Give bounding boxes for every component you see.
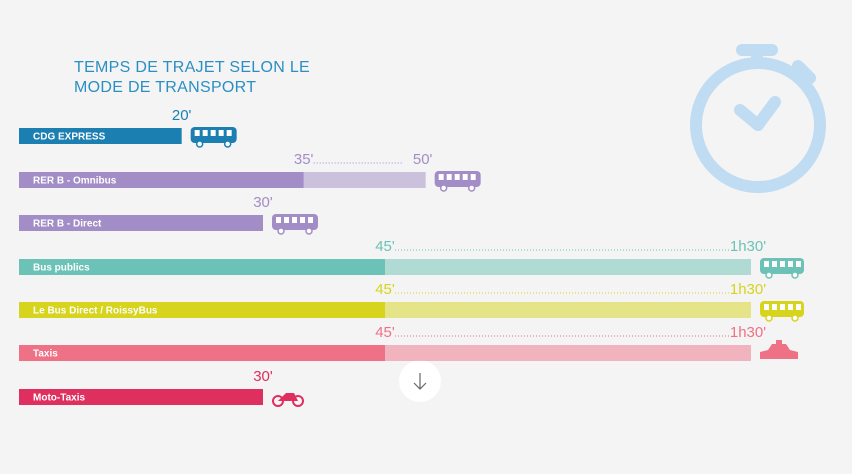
category-label: Moto-Taxis bbox=[33, 393, 85, 404]
vehicle-icon bbox=[760, 340, 798, 359]
upper-label: 1h30' bbox=[730, 281, 766, 298]
value-label: 20' bbox=[172, 107, 192, 124]
value-label: 45' bbox=[375, 238, 395, 255]
vehicle-icon bbox=[760, 258, 804, 279]
wheel bbox=[305, 227, 313, 235]
chart-title: TEMPS DE TRAJET SELON LE MODE DE TRANSPO… bbox=[74, 59, 311, 96]
window bbox=[218, 130, 224, 136]
bar bbox=[19, 215, 263, 231]
category-label: Taxis bbox=[33, 349, 58, 360]
window bbox=[300, 217, 305, 223]
body bbox=[760, 344, 798, 359]
category-label: RER B - Omnibus bbox=[33, 176, 117, 187]
upper-label: 1h30' bbox=[730, 324, 766, 341]
bar bbox=[19, 259, 385, 275]
wheel bbox=[223, 140, 232, 148]
window bbox=[796, 261, 801, 267]
scroll-button[interactable] bbox=[399, 360, 441, 402]
window bbox=[764, 304, 769, 310]
bar bbox=[19, 172, 304, 188]
window bbox=[438, 174, 444, 180]
vehicle-icon bbox=[760, 301, 804, 322]
window bbox=[194, 130, 200, 136]
bar bbox=[19, 302, 385, 318]
category-label: RER B - Direct bbox=[33, 219, 102, 230]
window bbox=[470, 174, 476, 180]
window bbox=[796, 304, 801, 310]
window bbox=[202, 130, 208, 136]
window bbox=[454, 174, 460, 180]
body bbox=[278, 393, 298, 401]
window bbox=[446, 174, 452, 180]
window bbox=[772, 304, 777, 310]
wheel bbox=[467, 184, 476, 192]
window bbox=[226, 130, 232, 136]
value-label: 30' bbox=[253, 194, 273, 211]
wheel bbox=[791, 271, 799, 279]
bar bbox=[19, 389, 263, 405]
window bbox=[276, 217, 281, 223]
range-bar bbox=[385, 345, 751, 361]
category-label: Le Bus Direct / RoissyBus bbox=[33, 306, 158, 317]
vehicle-icon bbox=[434, 171, 481, 192]
window bbox=[308, 217, 313, 223]
window bbox=[210, 130, 216, 136]
wheel bbox=[765, 314, 773, 322]
vehicle-icon bbox=[272, 214, 318, 235]
range-bar bbox=[385, 259, 751, 275]
sign bbox=[776, 340, 782, 344]
window bbox=[462, 174, 468, 180]
bar bbox=[19, 128, 182, 144]
upper-label: 1h30' bbox=[730, 238, 766, 255]
category-label: CDG EXPRESS bbox=[33, 132, 106, 143]
wheel bbox=[791, 314, 799, 322]
window bbox=[780, 261, 785, 267]
category-label: Bus publics bbox=[33, 263, 90, 274]
window bbox=[764, 261, 769, 267]
wheel bbox=[765, 271, 773, 279]
window bbox=[788, 261, 793, 267]
vehicle-icon bbox=[272, 393, 304, 407]
wheel bbox=[195, 140, 204, 148]
value-label: 30' bbox=[253, 368, 273, 385]
value-label: 45' bbox=[375, 281, 395, 298]
upper-label: 50' bbox=[413, 151, 433, 168]
value-label: 35' bbox=[294, 151, 314, 168]
stopwatch-icon bbox=[690, 44, 826, 193]
range-bar bbox=[303, 172, 426, 188]
wheel bbox=[439, 184, 448, 192]
bar bbox=[19, 345, 385, 361]
window bbox=[284, 217, 289, 223]
wheel bbox=[277, 227, 285, 235]
window bbox=[780, 304, 785, 310]
vehicle-icon bbox=[190, 127, 237, 148]
value-label: 45' bbox=[375, 324, 395, 341]
window bbox=[788, 304, 793, 310]
window bbox=[292, 217, 297, 223]
window bbox=[772, 261, 777, 267]
range-bar bbox=[385, 302, 751, 318]
